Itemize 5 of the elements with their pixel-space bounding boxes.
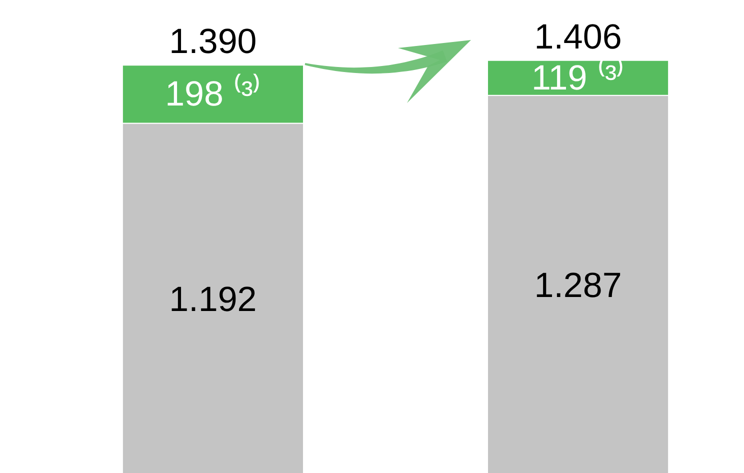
data-label: 198 ⁽³⁾	[165, 74, 261, 114]
total-label: 1.406	[534, 17, 622, 56]
total-label: 1.390	[169, 22, 257, 62]
data-label: 1.287	[534, 266, 622, 305]
data-label: 1.192	[169, 280, 257, 319]
